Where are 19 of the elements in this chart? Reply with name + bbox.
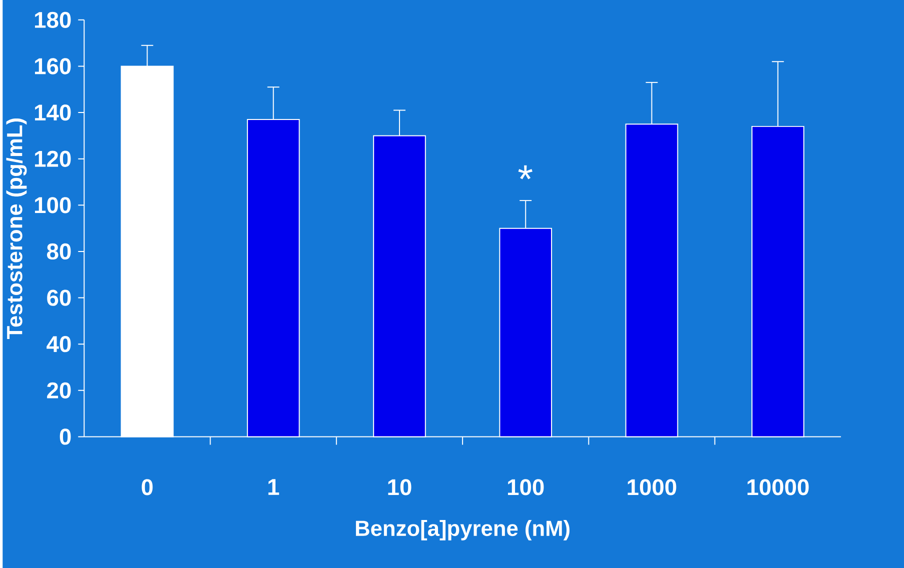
- x-axis-title: Benzo[a]pyrene (nM): [356, 520, 570, 540]
- y-axis-title: Testosterone (pg/mL): [6, 118, 27, 339]
- x-tick-label: 0: [142, 478, 153, 496]
- x-tick-label: 1: [268, 478, 280, 495]
- annotation: *: [518, 165, 532, 180]
- y-tick-label: 120: [34, 150, 71, 167]
- y-tick-label: 20: [47, 382, 71, 398]
- x-tick-label: 10: [388, 478, 412, 496]
- y-tick-label: 80: [47, 243, 71, 260]
- x-tick-label: 100: [508, 478, 544, 496]
- y-tick-label: 180: [34, 12, 71, 28]
- x-tick-label: 1000: [628, 478, 676, 496]
- y-tick-label: 160: [34, 58, 71, 74]
- y-tick-label: 60: [47, 290, 71, 306]
- y-tick-label: 100: [34, 196, 71, 214]
- x-tick-label: 10000: [748, 478, 809, 496]
- y-tick-label: 0: [60, 428, 71, 445]
- y-tick-label: 40: [46, 336, 71, 352]
- y-tick-label: 140: [34, 104, 71, 120]
